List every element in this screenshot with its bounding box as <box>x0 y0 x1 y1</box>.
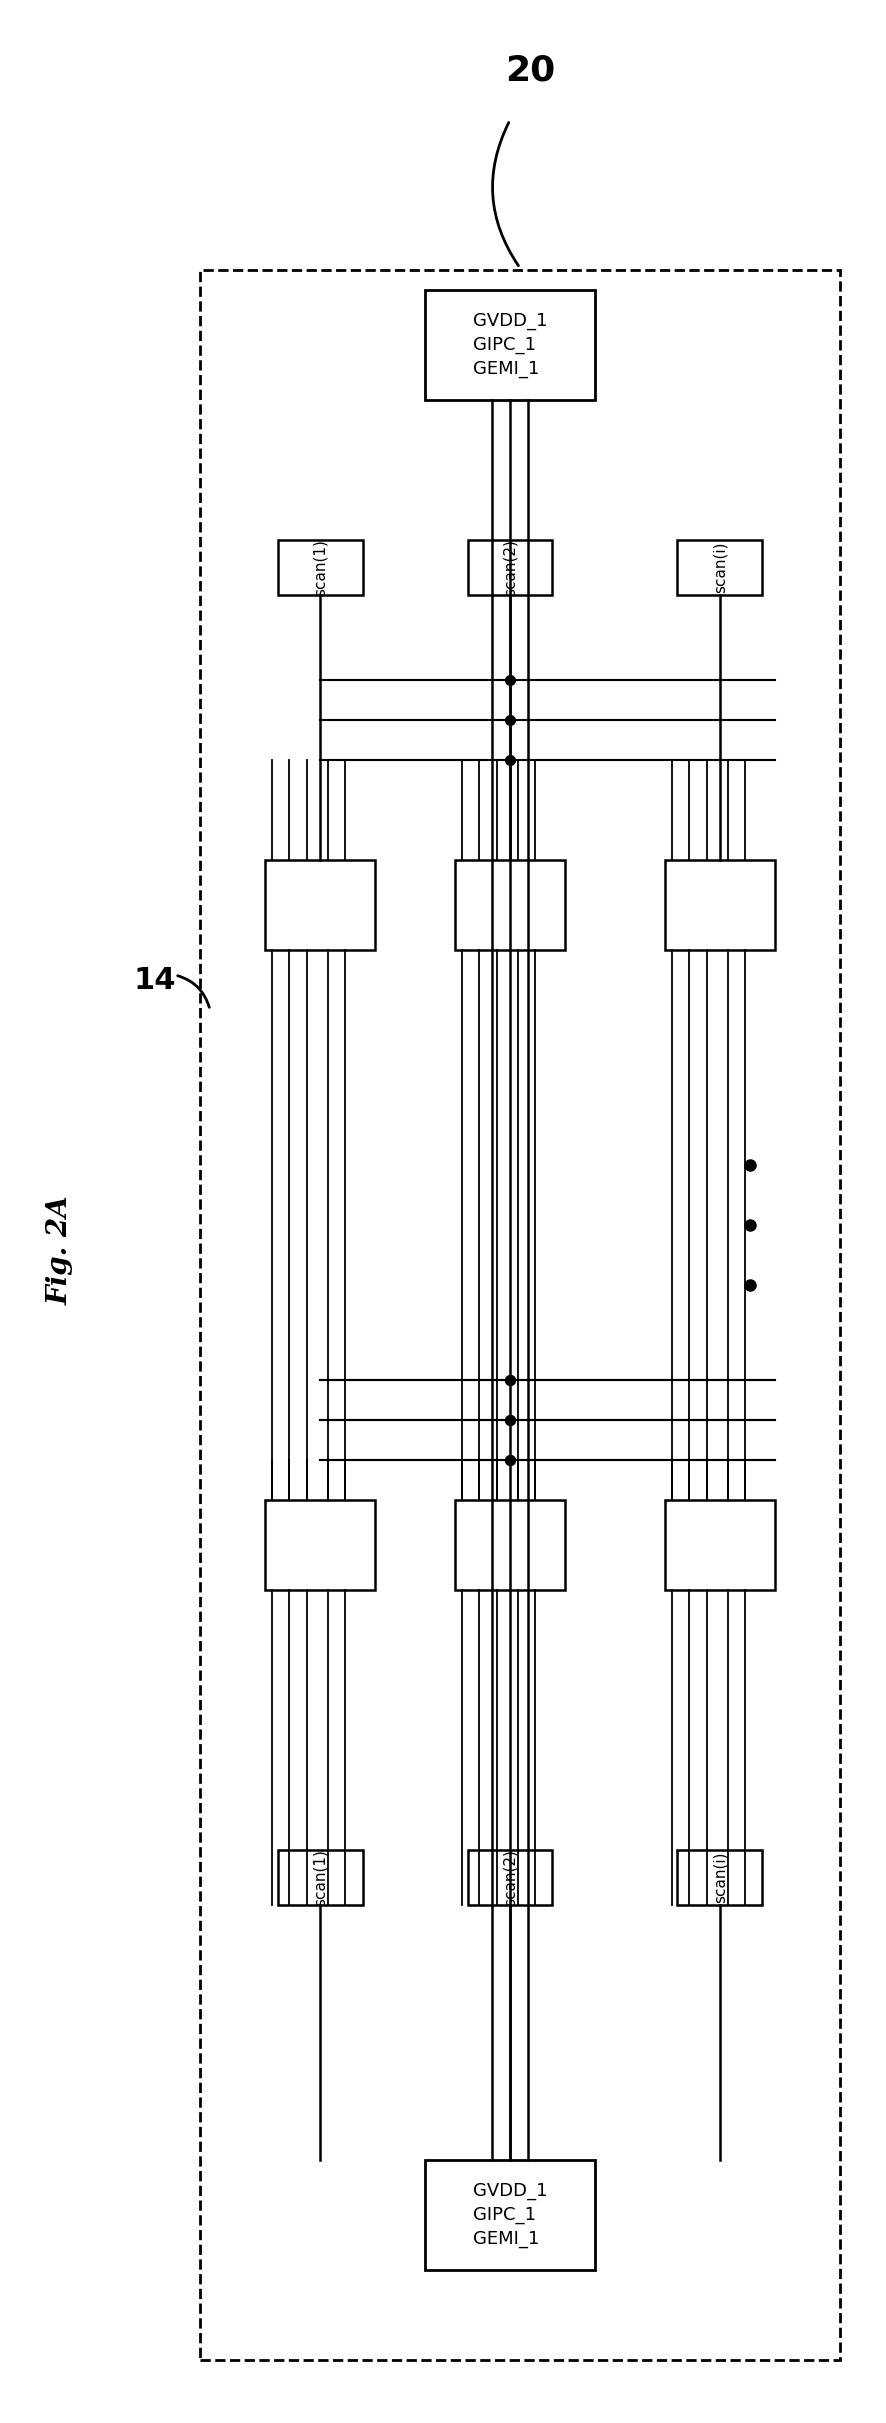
Text: scan(2): scan(2) <box>502 538 517 596</box>
Text: 14: 14 <box>134 964 176 993</box>
FancyBboxPatch shape <box>265 1500 375 1589</box>
Text: GVDD_1
GIPC_1
GEMI_1: GVDD_1 GIPC_1 GEMI_1 <box>473 313 548 378</box>
FancyBboxPatch shape <box>455 860 565 950</box>
FancyBboxPatch shape <box>265 860 375 950</box>
FancyBboxPatch shape <box>678 1851 763 1904</box>
Text: scan(2): scan(2) <box>502 1849 517 1907</box>
FancyBboxPatch shape <box>455 1500 565 1589</box>
Text: GVDD_1
GIPC_1
GEMI_1: GVDD_1 GIPC_1 GEMI_1 <box>473 2183 548 2249</box>
Text: Fig. 2A: Fig. 2A <box>46 1195 74 1306</box>
FancyBboxPatch shape <box>468 540 553 596</box>
Text: scan(1): scan(1) <box>313 538 328 596</box>
Text: scan(i): scan(i) <box>712 543 727 594</box>
FancyBboxPatch shape <box>425 2159 595 2270</box>
FancyBboxPatch shape <box>468 1851 553 1904</box>
FancyBboxPatch shape <box>678 540 763 596</box>
FancyBboxPatch shape <box>425 291 595 400</box>
Text: scan(i): scan(i) <box>712 1851 727 1902</box>
FancyBboxPatch shape <box>665 1500 775 1589</box>
FancyBboxPatch shape <box>665 860 775 950</box>
Text: scan(1): scan(1) <box>313 1849 328 1907</box>
FancyBboxPatch shape <box>277 1851 362 1904</box>
Text: 20: 20 <box>505 53 556 87</box>
FancyBboxPatch shape <box>277 540 362 596</box>
